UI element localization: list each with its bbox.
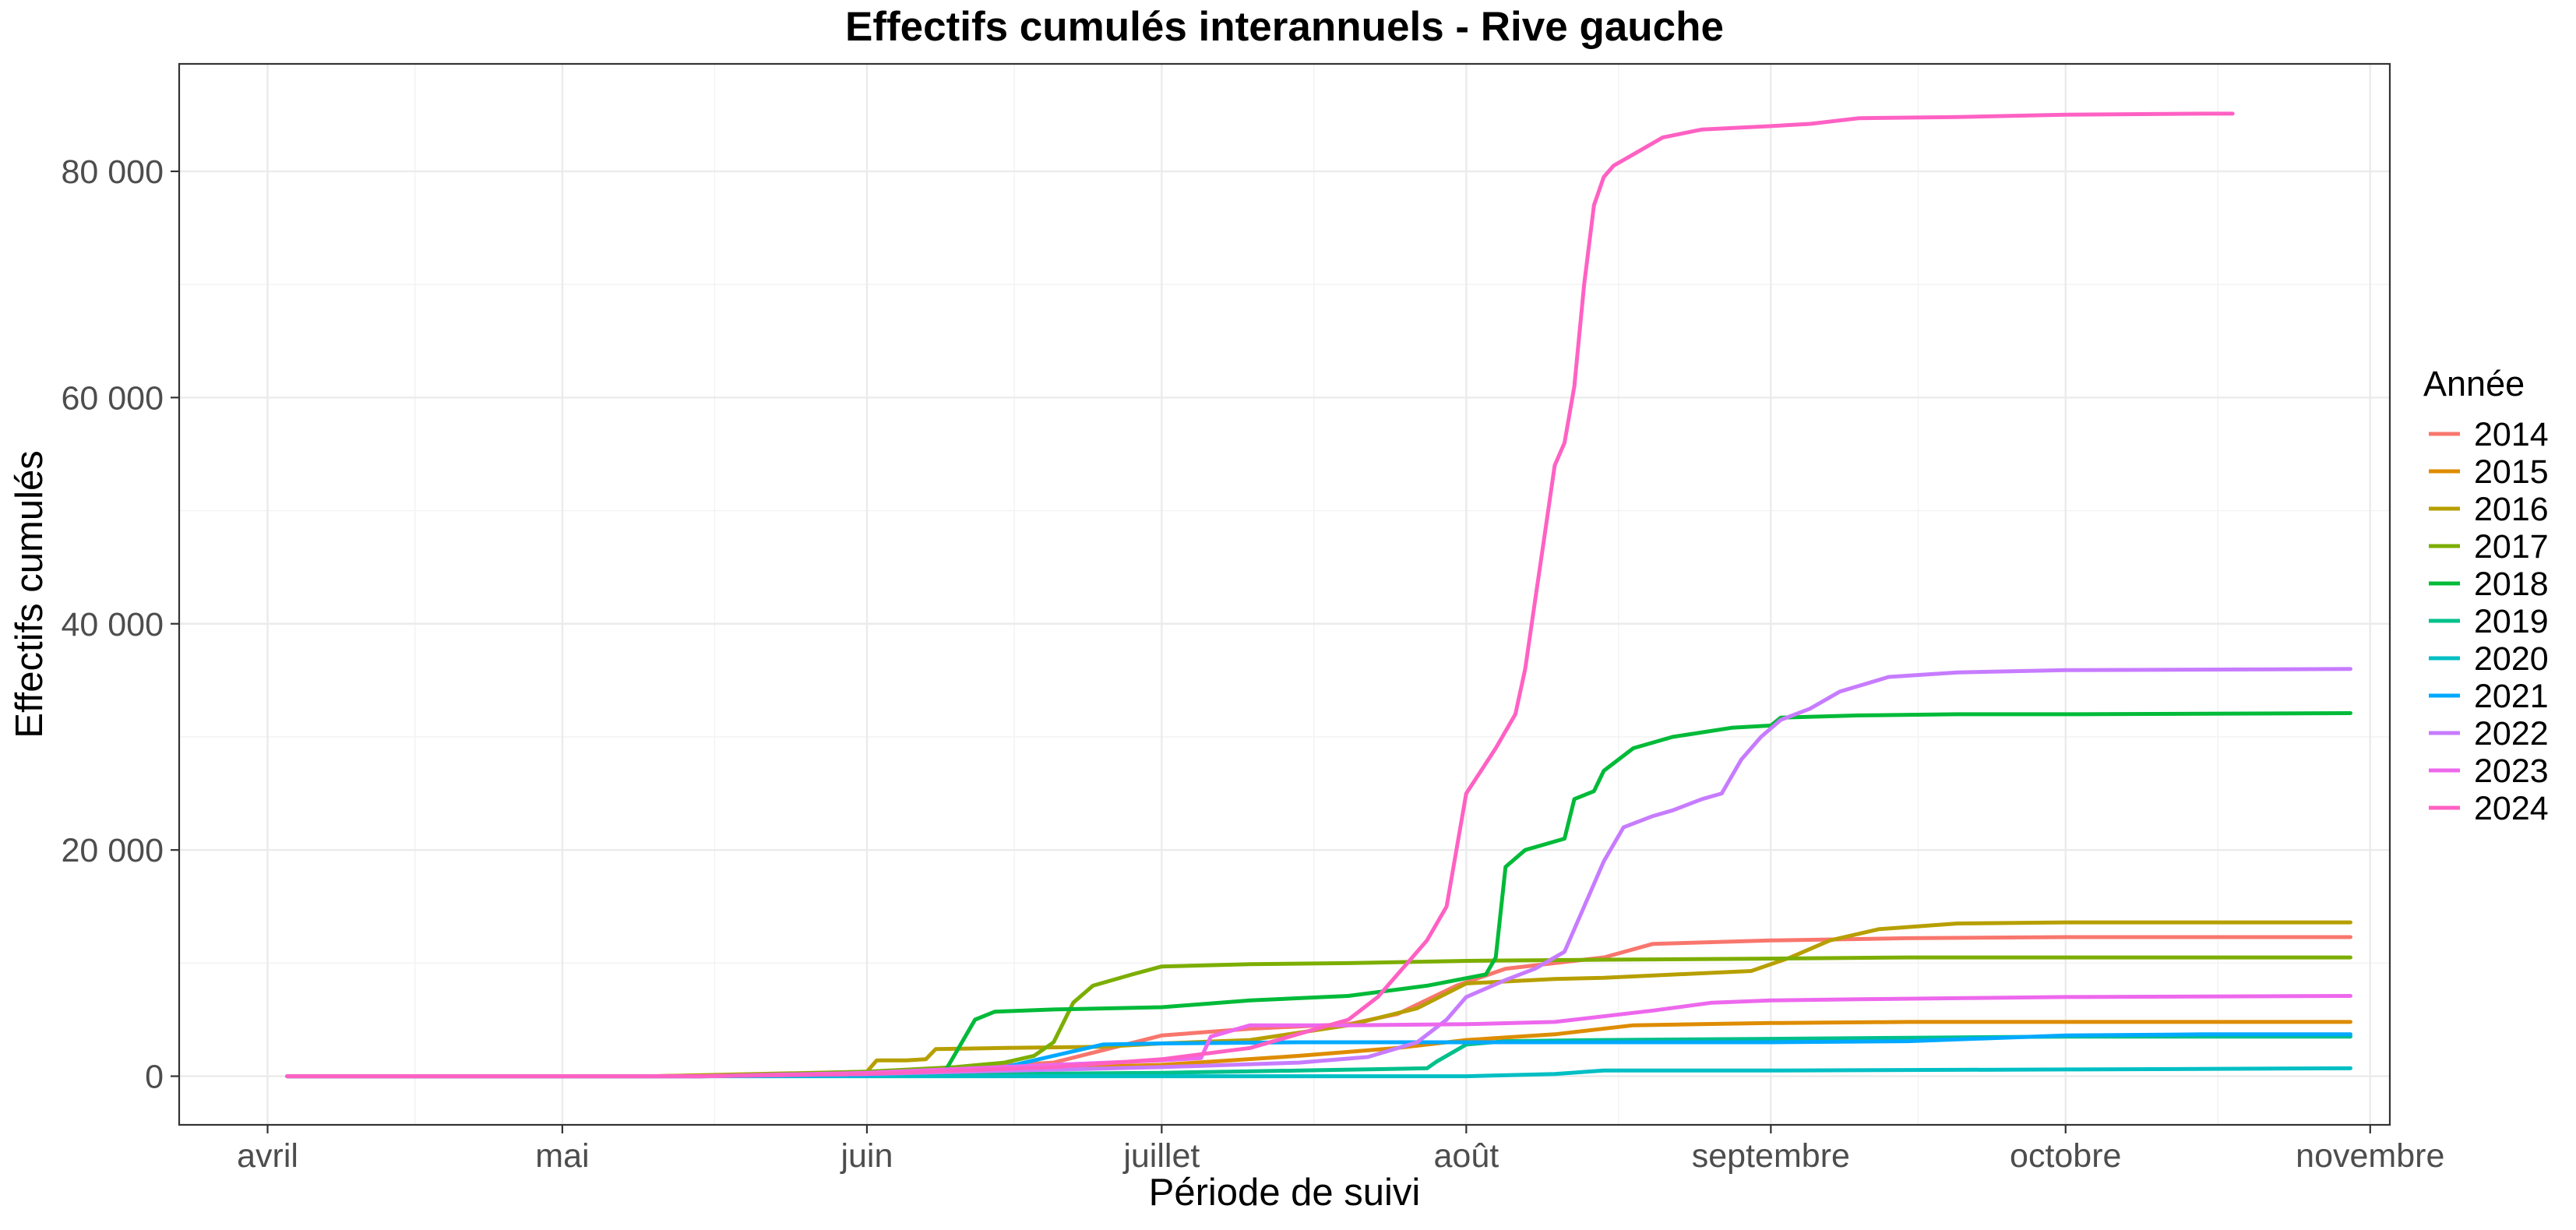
legend-label-2018: 2018	[2474, 566, 2549, 603]
y-axis: 0 20 000 40 000 60 000 80 000	[61, 153, 179, 1096]
legend-label-2015: 2015	[2474, 453, 2549, 491]
y-tick-label: 60 000	[61, 379, 164, 417]
series-lines	[285, 111, 2352, 1079]
x-tick-label: septembre	[1692, 1137, 1850, 1175]
legend-label-2021: 2021	[2474, 678, 2549, 715]
legend-label-2020: 2020	[2474, 640, 2549, 678]
legend-label-2014: 2014	[2474, 416, 2549, 453]
grid	[179, 64, 2390, 1125]
y-tick-label: 20 000	[61, 832, 164, 869]
series-line-2022	[285, 667, 2352, 1079]
chart-title: Effectifs cumulés interannuels - Rive ga…	[845, 4, 1724, 50]
plot-panel-border	[178, 62, 2391, 1126]
legend: Année 2014201520162017201820192020202120…	[2423, 364, 2549, 827]
legend-items: 2014201520162017201820192020202120222023…	[2429, 416, 2549, 827]
legend-title: Année	[2423, 364, 2525, 404]
x-tick-label: avril	[237, 1137, 298, 1175]
y-axis-title: Effectifs cumulés	[9, 450, 51, 738]
x-axis-title: Période de suivi	[1149, 1172, 1421, 1214]
legend-label-2017: 2017	[2474, 528, 2549, 566]
series-line-2023	[285, 994, 2352, 1079]
x-axis: avril mai juin juillet août septembre octobre n…	[237, 1125, 2444, 1175]
legend-label-2019: 2019	[2474, 603, 2549, 640]
x-tick-label: octobre	[2010, 1137, 2121, 1175]
series-line-2024	[285, 111, 2235, 1079]
legend-label-2024: 2024	[2474, 790, 2549, 827]
y-tick-label: 0	[145, 1059, 164, 1096]
legend-label-2016: 2016	[2474, 491, 2549, 528]
x-tick-label: juin	[839, 1137, 893, 1175]
legend-label-2023: 2023	[2474, 752, 2549, 790]
legend-label-2022: 2022	[2474, 715, 2549, 752]
x-tick-label: juillet	[1122, 1137, 1200, 1175]
y-tick-label: 80 000	[61, 153, 164, 191]
series-line-2018	[285, 711, 2352, 1079]
y-tick-label: 40 000	[61, 606, 164, 643]
x-tick-label: mai	[535, 1137, 589, 1175]
x-tick-label: août	[1433, 1137, 1499, 1175]
x-tick-label: novembre	[2296, 1137, 2444, 1175]
